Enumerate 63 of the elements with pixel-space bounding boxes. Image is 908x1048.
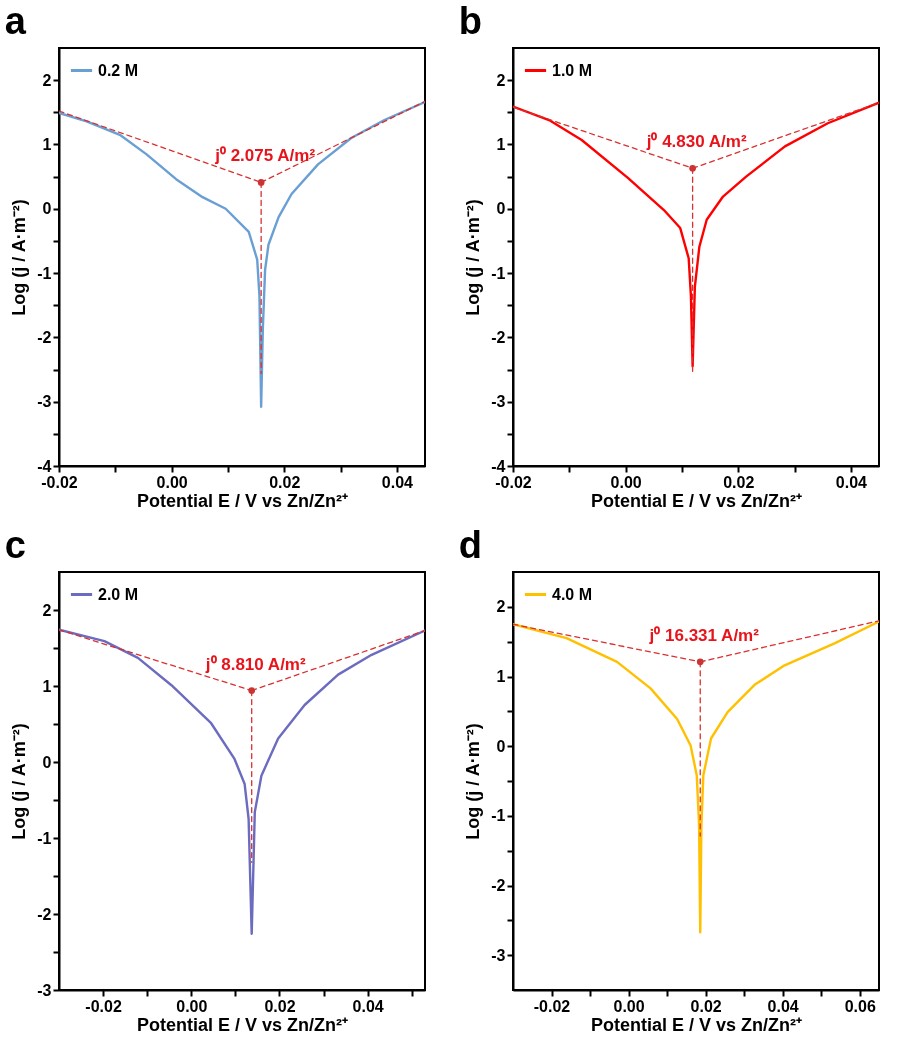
- y-tick-label: -1: [491, 807, 506, 825]
- y-tick-label: -2: [491, 877, 506, 894]
- x-tick-label: 0.02: [269, 473, 301, 491]
- annotation: j⁰ 4.830 A/m²: [645, 132, 747, 152]
- y-tick-label: -1: [491, 264, 506, 282]
- x-tick-label: 0.00: [613, 997, 645, 1015]
- y-tick-label: -3: [491, 393, 506, 411]
- y-tick-label: -3: [491, 946, 506, 964]
- y-tick-label: 1: [42, 677, 52, 695]
- y-tick-label: -3: [37, 393, 52, 411]
- chart-title: a: [4, 0, 27, 42]
- legend-label: 0.2 M: [98, 61, 139, 79]
- chart-title: c: [4, 524, 26, 566]
- y-tick-label: 0: [42, 200, 52, 218]
- x-tick-label: 0.04: [835, 473, 868, 491]
- x-tick-label: -0.02: [495, 473, 532, 491]
- y-tick-label: 1: [496, 668, 506, 685]
- y-tick-label: 0: [496, 200, 506, 218]
- y-tick-label: 1: [42, 135, 52, 153]
- y-tick-label: -3: [37, 981, 52, 999]
- x-tick-label: -0.02: [41, 473, 78, 491]
- y-axis-title: Log (j / A·m⁻²): [463, 723, 484, 840]
- y-axis-title: Log (j / A·m⁻²): [9, 723, 30, 840]
- y-tick-label: -4: [37, 457, 52, 475]
- x-tick-label: 0.02: [264, 997, 296, 1015]
- y-tick-label: -2: [37, 328, 52, 346]
- annotation: j⁰ 8.810 A/m²: [204, 654, 306, 674]
- y-tick-label: 2: [42, 71, 52, 89]
- x-axis-title: Potential E / V vs Zn/Zn²⁺: [590, 490, 803, 511]
- x-axis-title: Potential E / V vs Zn/Zn²⁺: [590, 1014, 803, 1035]
- x-axis-title: Potential E / V vs Zn/Zn²⁺: [136, 1014, 349, 1035]
- legend-label: 1.0 M: [552, 61, 593, 79]
- chart-title: d: [458, 524, 482, 566]
- legend-label: 2.0 M: [98, 585, 139, 603]
- y-tick-label: -2: [37, 905, 52, 923]
- annotation: j⁰ 16.331 A/m²: [648, 625, 760, 645]
- y-tick-label: 0: [42, 753, 52, 771]
- x-tick-label: -0.02: [533, 997, 571, 1015]
- y-tick-label: -4: [491, 457, 506, 475]
- x-tick-label: 0.04: [381, 473, 414, 491]
- legend-label: 4.0 M: [552, 585, 593, 603]
- y-tick-label: -2: [491, 328, 506, 346]
- annotation: j⁰ 2.075 A/m²: [214, 146, 316, 166]
- y-tick-label: 2: [496, 71, 506, 89]
- y-axis-title: Log (j / A·m⁻²): [463, 199, 484, 316]
- x-tick-label: 0.00: [156, 473, 188, 491]
- x-tick-label: 0.04: [767, 997, 799, 1015]
- y-tick-label: -1: [37, 264, 52, 282]
- x-axis-title: Potential E / V vs Zn/Zn²⁺: [136, 490, 349, 511]
- x-tick-label: 0.00: [610, 473, 642, 491]
- y-tick-label: 1: [496, 135, 506, 153]
- y-axis-title: Log (j / A·m⁻²): [9, 199, 30, 316]
- x-tick-label: 0.06: [844, 997, 876, 1015]
- x-tick-label: 0.04: [352, 997, 384, 1015]
- chart-title: b: [458, 0, 482, 42]
- y-tick-label: 2: [42, 601, 52, 619]
- y-tick-label: -1: [37, 829, 52, 847]
- x-tick-label: 0.00: [176, 997, 208, 1015]
- y-tick-label: 0: [496, 737, 506, 755]
- y-tick-label: 2: [496, 598, 506, 616]
- x-tick-label: 0.02: [723, 473, 755, 491]
- x-tick-label: -0.02: [85, 997, 122, 1015]
- x-tick-label: 0.02: [690, 997, 722, 1015]
